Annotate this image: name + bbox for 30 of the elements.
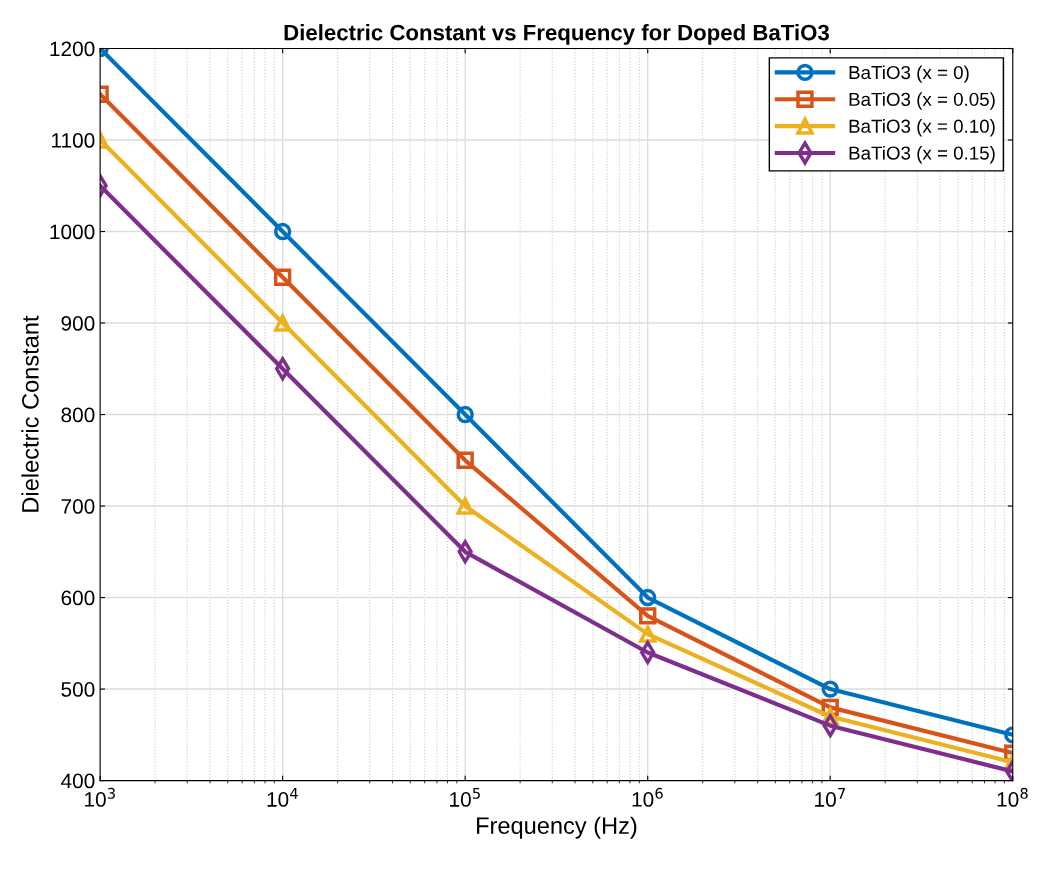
x-tick-label: 10$^{7}$ [815, 788, 845, 807]
chart-title: Dielectric Constant vs Frequency for Doped BaTiO3 [284, 24, 829, 45]
point [273, 222, 292, 241]
y-tick-label: 500 [61, 682, 95, 697]
y-tick-label: 600 [61, 590, 95, 606]
point [456, 405, 474, 424]
x-tick-label: 10$^{6}$ [632, 787, 663, 807]
y-axis-title: Dielectric Constant [21, 315, 39, 512]
y-tick-label: 1200 [50, 41, 95, 57]
x-tick-label: 10$^{8}$ [997, 787, 1028, 807]
y-tick-label: 400 [60, 773, 95, 789]
point [273, 314, 292, 332]
x-axis-title: Frequency (Hz) [477, 816, 637, 839]
y-tick-label: 800 [61, 407, 95, 423]
point [456, 451, 474, 469]
legend-label: BaTiO3 (x = 0.10) [849, 119, 995, 137]
point [639, 588, 657, 607]
y-tick-label: 1000 [50, 224, 95, 240]
legend-label: BaTiO3 (x = 0.05) [849, 92, 995, 110]
legend-label: BaTiO3 (x = 0) [849, 65, 969, 83]
y-tick-label: 1100 [52, 133, 95, 148]
point [273, 268, 292, 286]
y-tick-label: 700 [61, 499, 95, 514]
legend-label: BaTiO3 (x = 0.15) [849, 145, 995, 164]
x-tick-label: 10$^{5}$ [450, 788, 480, 807]
point [639, 607, 657, 625]
y-tick-label: 900 [61, 316, 95, 331]
point [456, 497, 474, 515]
point [639, 625, 657, 643]
x-tick-label: 10$^{4}$ [267, 788, 298, 807]
